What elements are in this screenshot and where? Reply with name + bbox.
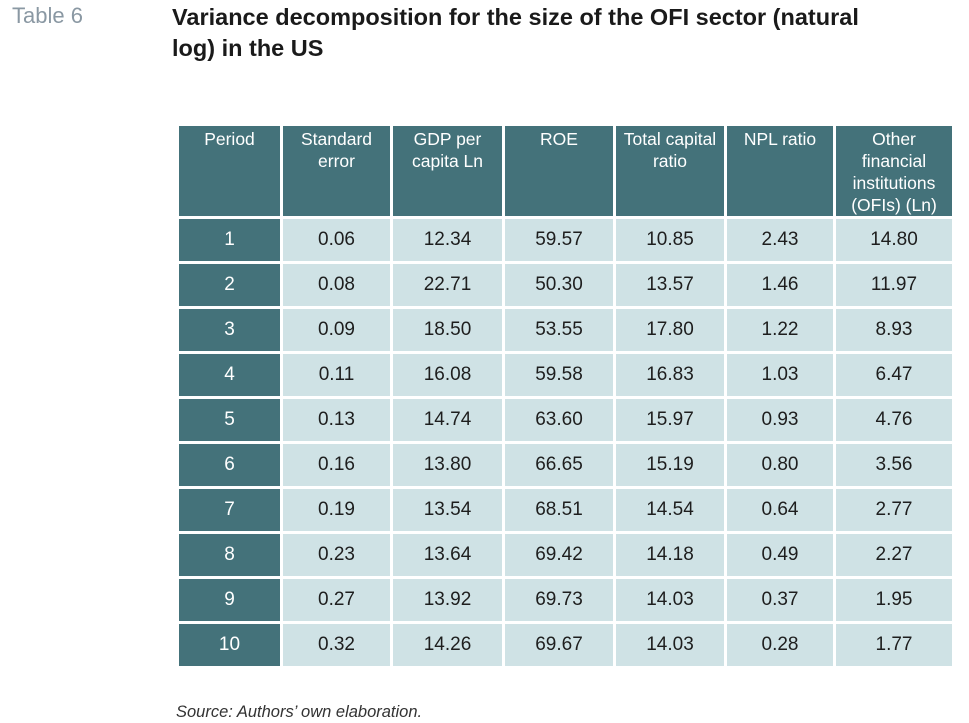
- roe-cell: 69.42: [505, 534, 613, 576]
- total-capital-ratio-cell: 15.97: [616, 399, 724, 441]
- npl-ratio-cell: 1.22: [727, 309, 833, 351]
- roe-cell: 69.67: [505, 624, 613, 666]
- column-header-roe: ROE: [505, 126, 613, 216]
- gdp-per-capita-cell: 16.08: [393, 354, 502, 396]
- standard-error-cell: 0.32: [283, 624, 390, 666]
- total-capital-ratio-cell: 14.03: [616, 579, 724, 621]
- standard-error-cell: 0.09: [283, 309, 390, 351]
- total-capital-ratio-cell: 17.80: [616, 309, 724, 351]
- ofis-cell: 1.95: [836, 579, 952, 621]
- roe-cell: 59.57: [505, 219, 613, 261]
- total-capital-ratio-cell: 14.54: [616, 489, 724, 531]
- table-number-label: Table 6: [12, 3, 83, 28]
- column-header-ofis: Other financial institutions (OFIs) (Ln): [836, 126, 952, 216]
- table-row: 10 0.32 14.26 69.67 14.03 0.28 1.77: [179, 624, 952, 666]
- roe-cell: 63.60: [505, 399, 613, 441]
- table-row: 8 0.23 13.64 69.42 14.18 0.49 2.27: [179, 534, 952, 576]
- table-row: 3 0.09 18.50 53.55 17.80 1.22 8.93: [179, 309, 952, 351]
- table-row: 9 0.27 13.92 69.73 14.03 0.37 1.95: [179, 579, 952, 621]
- npl-ratio-cell: 0.37: [727, 579, 833, 621]
- ofis-cell: 2.27: [836, 534, 952, 576]
- table-row: 5 0.13 14.74 63.60 15.97 0.93 4.76: [179, 399, 952, 441]
- period-cell: 2: [179, 264, 280, 306]
- ofis-cell: 1.77: [836, 624, 952, 666]
- roe-cell: 50.30: [505, 264, 613, 306]
- standard-error-cell: 0.23: [283, 534, 390, 576]
- ofis-cell: 3.56: [836, 444, 952, 486]
- gdp-per-capita-cell: 14.74: [393, 399, 502, 441]
- roe-cell: 68.51: [505, 489, 613, 531]
- table-body: 1 0.06 12.34 59.57 10.85 2.43 14.80 2 0.08 22.71 5…: [179, 219, 952, 666]
- gdp-per-capita-cell: 12.34: [393, 219, 502, 261]
- table-row: 2 0.08 22.71 50.30 13.57 1.46 11.97: [179, 264, 952, 306]
- ofis-cell: 14.80: [836, 219, 952, 261]
- table-header-row: Period Standard error GDP per capita Ln …: [179, 126, 952, 216]
- standard-error-cell: 0.11: [283, 354, 390, 396]
- standard-error-cell: 0.13: [283, 399, 390, 441]
- column-header-npl-ratio: NPL ratio: [727, 126, 833, 216]
- roe-cell: 53.55: [505, 309, 613, 351]
- ofis-cell: 8.93: [836, 309, 952, 351]
- column-header-gdp-per-capita: GDP per capita Ln: [393, 126, 502, 216]
- period-cell: 9: [179, 579, 280, 621]
- npl-ratio-cell: 0.93: [727, 399, 833, 441]
- column-header-period: Period: [179, 126, 280, 216]
- table-row: 4 0.11 16.08 59.58 16.83 1.03 6.47: [179, 354, 952, 396]
- table-row: 6 0.16 13.80 66.65 15.19 0.80 3.56: [179, 444, 952, 486]
- table-title: Variance decomposition for the size of t…: [172, 4, 859, 61]
- period-cell: 10: [179, 624, 280, 666]
- roe-cell: 66.65: [505, 444, 613, 486]
- table-row: 7 0.19 13.54 68.51 14.54 0.64 2.77: [179, 489, 952, 531]
- period-cell: 6: [179, 444, 280, 486]
- roe-cell: 69.73: [505, 579, 613, 621]
- npl-ratio-cell: 0.49: [727, 534, 833, 576]
- total-capital-ratio-cell: 16.83: [616, 354, 724, 396]
- roe-cell: 59.58: [505, 354, 613, 396]
- standard-error-cell: 0.27: [283, 579, 390, 621]
- npl-ratio-cell: 1.46: [727, 264, 833, 306]
- ofis-cell: 2.77: [836, 489, 952, 531]
- npl-ratio-cell: 0.64: [727, 489, 833, 531]
- ofis-cell: 4.76: [836, 399, 952, 441]
- period-cell: 5: [179, 399, 280, 441]
- standard-error-cell: 0.19: [283, 489, 390, 531]
- total-capital-ratio-cell: 10.85: [616, 219, 724, 261]
- gdp-per-capita-cell: 13.80: [393, 444, 502, 486]
- period-cell: 8: [179, 534, 280, 576]
- standard-error-cell: 0.06: [283, 219, 390, 261]
- npl-ratio-cell: 1.03: [727, 354, 833, 396]
- gdp-per-capita-cell: 18.50: [393, 309, 502, 351]
- column-header-standard-error: Standard error: [283, 126, 390, 216]
- column-header-total-capital-ratio: Total capital ratio: [616, 126, 724, 216]
- ofis-cell: 6.47: [836, 354, 952, 396]
- period-cell: 1: [179, 219, 280, 261]
- gdp-per-capita-cell: 14.26: [393, 624, 502, 666]
- variance-decomposition-table: Period Standard error GDP per capita Ln …: [176, 123, 955, 669]
- gdp-per-capita-cell: 13.92: [393, 579, 502, 621]
- total-capital-ratio-cell: 14.18: [616, 534, 724, 576]
- total-capital-ratio-cell: 14.03: [616, 624, 724, 666]
- ofis-cell: 11.97: [836, 264, 952, 306]
- table-row: 1 0.06 12.34 59.57 10.85 2.43 14.80: [179, 219, 952, 261]
- period-cell: 7: [179, 489, 280, 531]
- period-cell: 3: [179, 309, 280, 351]
- standard-error-cell: 0.08: [283, 264, 390, 306]
- total-capital-ratio-cell: 13.57: [616, 264, 724, 306]
- npl-ratio-cell: 0.28: [727, 624, 833, 666]
- source-note: Source: Authors’ own elaboration.: [176, 703, 423, 721]
- npl-ratio-cell: 2.43: [727, 219, 833, 261]
- total-capital-ratio-cell: 15.19: [616, 444, 724, 486]
- npl-ratio-cell: 0.80: [727, 444, 833, 486]
- gdp-per-capita-cell: 13.54: [393, 489, 502, 531]
- gdp-per-capita-cell: 13.64: [393, 534, 502, 576]
- gdp-per-capita-cell: 22.71: [393, 264, 502, 306]
- standard-error-cell: 0.16: [283, 444, 390, 486]
- period-cell: 4: [179, 354, 280, 396]
